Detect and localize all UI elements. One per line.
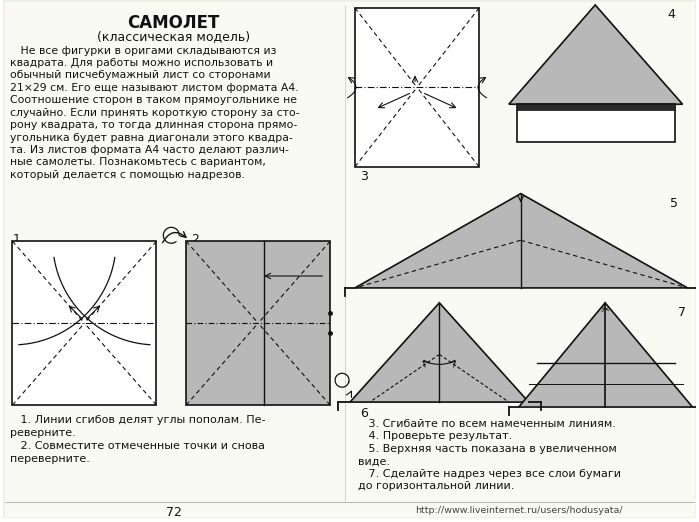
Text: САМОЛЕТ: САМОЛЕТ [128, 14, 220, 32]
Text: Не все фигурки в оригами складываются из: Не все фигурки в оригами складываются из [10, 45, 277, 56]
Polygon shape [519, 303, 693, 407]
Text: квадрата. Для работы можно использовать и: квадрата. Для работы можно использовать … [10, 58, 273, 68]
Text: Соотношение сторон в таком прямоугольнике не: Соотношение сторон в таком прямоугольник… [10, 96, 298, 105]
Text: ные самолеты. Познакомьтесь с вариантом,: ные самолеты. Познакомьтесь с вариантом, [10, 157, 266, 168]
Text: реверните.: реверните. [10, 428, 76, 438]
Polygon shape [355, 194, 688, 288]
Text: который делается с помощью надрезов.: который делается с помощью надрезов. [10, 170, 245, 180]
Polygon shape [509, 5, 683, 104]
Bar [13, 241, 157, 405]
Text: 5. Верхняя часть показана в увеличенном: 5. Верхняя часть показана в увеличенном [358, 444, 617, 454]
Text: (классическая модель): (классическая модель) [97, 30, 250, 43]
Bar [517, 104, 675, 110]
Text: 2: 2 [191, 233, 199, 246]
Text: случайно. Если принять короткую сторону за сто-: случайно. Если принять короткую сторону … [10, 108, 300, 118]
Text: 6: 6 [360, 407, 368, 420]
Bar [186, 241, 330, 405]
Bar [355, 8, 479, 167]
Text: обычный писчебумажный лист со сторонами: обычный писчебумажный лист со сторонами [10, 70, 271, 80]
Text: 1: 1 [13, 233, 20, 246]
Text: 5: 5 [670, 197, 677, 209]
Text: 4. Проверьте результат.: 4. Проверьте результат. [358, 431, 512, 442]
Polygon shape [350, 303, 528, 402]
Text: рону квадрата, то тогда длинная сторона прямо-: рону квадрата, то тогда длинная сторона … [10, 120, 298, 130]
Text: 21×29 см. Его еще называют листом формата А4.: 21×29 см. Его еще называют листом формат… [10, 83, 299, 93]
Text: 1. Линии сгибов делят углы пополам. Пе-: 1. Линии сгибов делят углы пополам. Пе- [10, 415, 266, 425]
Text: переверните.: переверните. [10, 454, 90, 464]
Text: 2. Совместите отмеченные точки и снова: 2. Совместите отмеченные точки и снова [10, 441, 266, 451]
Text: виде.: виде. [358, 456, 390, 466]
Text: угольника будет равна диагонали этого квадра-: угольника будет равна диагонали этого кв… [10, 133, 293, 143]
Text: 3: 3 [360, 170, 368, 183]
Text: 7. Сделайте надрез через все слои бумаги: 7. Сделайте надрез через все слои бумаги [358, 469, 621, 479]
Text: 7: 7 [677, 306, 686, 319]
Text: ✂: ✂ [600, 306, 610, 316]
Text: 3. Сгибайте по всем намеченным линиям.: 3. Сгибайте по всем намеченным линиям. [358, 419, 616, 429]
Text: 72: 72 [166, 506, 182, 519]
Bar [517, 104, 675, 142]
Text: http://www.liveinternet.ru/users/hodusyata/: http://www.liveinternet.ru/users/hodusya… [415, 506, 623, 515]
Text: 4: 4 [668, 8, 675, 21]
Text: та. Из листов формата А4 часто делают различ-: та. Из листов формата А4 часто делают ра… [10, 145, 289, 155]
Text: до горизонтальной линии.: до горизонтальной линии. [358, 481, 514, 491]
